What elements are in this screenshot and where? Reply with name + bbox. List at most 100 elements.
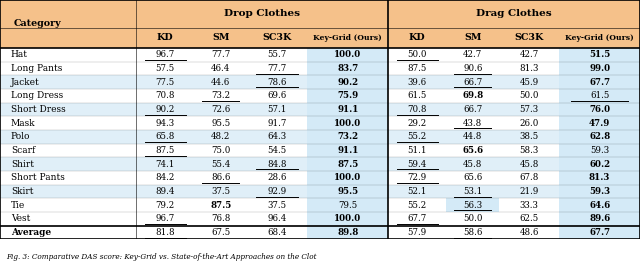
Text: 55.4: 55.4 <box>211 160 230 169</box>
Text: 57.9: 57.9 <box>408 228 427 237</box>
Text: 91.7: 91.7 <box>268 119 287 128</box>
Text: 91.1: 91.1 <box>337 105 358 114</box>
Text: 99.0: 99.0 <box>589 64 611 73</box>
Text: 50.0: 50.0 <box>463 214 483 223</box>
Text: 65.6: 65.6 <box>463 173 483 182</box>
Text: 100.0: 100.0 <box>334 214 362 223</box>
Text: 94.3: 94.3 <box>156 119 175 128</box>
Text: 77.5: 77.5 <box>156 78 175 86</box>
Text: Skirt: Skirt <box>11 187 33 196</box>
Text: 87.5: 87.5 <box>210 201 231 210</box>
Text: Vest: Vest <box>11 214 30 223</box>
Text: 74.1: 74.1 <box>156 160 175 169</box>
Text: 95.5: 95.5 <box>337 187 358 196</box>
Bar <box>559 116 640 130</box>
Bar <box>307 171 388 185</box>
Text: 60.2: 60.2 <box>589 160 611 169</box>
Text: 28.6: 28.6 <box>268 173 287 182</box>
Text: 57.5: 57.5 <box>156 64 175 73</box>
Text: 59.3: 59.3 <box>590 146 609 155</box>
Text: 42.7: 42.7 <box>520 50 539 59</box>
Text: 65.6: 65.6 <box>462 146 483 155</box>
Text: 81.3: 81.3 <box>589 173 611 182</box>
Bar <box>0 226 640 239</box>
Text: 59.4: 59.4 <box>408 160 427 169</box>
Text: Drop Clothes: Drop Clothes <box>224 9 300 18</box>
Text: 70.8: 70.8 <box>408 105 427 114</box>
Bar <box>307 185 388 198</box>
Text: 56.3: 56.3 <box>463 201 483 210</box>
Text: 84.8: 84.8 <box>268 160 287 169</box>
Bar <box>0 130 640 144</box>
Text: 100.0: 100.0 <box>334 50 362 59</box>
Text: 51.1: 51.1 <box>408 146 427 155</box>
Text: Key-Grid (Ours): Key-Grid (Ours) <box>565 34 634 42</box>
Text: 90.2: 90.2 <box>156 105 175 114</box>
Text: 83.7: 83.7 <box>337 64 358 73</box>
Text: 64.3: 64.3 <box>268 132 287 141</box>
Text: 46.4: 46.4 <box>211 64 230 73</box>
Text: 79.5: 79.5 <box>338 201 357 210</box>
Text: 58.3: 58.3 <box>520 146 539 155</box>
Text: Mask: Mask <box>11 119 35 128</box>
Text: 29.2: 29.2 <box>408 119 427 128</box>
Text: 78.6: 78.6 <box>268 78 287 86</box>
Text: 87.5: 87.5 <box>156 146 175 155</box>
Text: KD: KD <box>157 33 173 42</box>
Text: 69.6: 69.6 <box>268 91 287 100</box>
Bar <box>559 75 640 89</box>
Text: Long Pants: Long Pants <box>11 64 62 73</box>
Text: 51.5: 51.5 <box>589 50 611 59</box>
Text: 84.2: 84.2 <box>156 173 175 182</box>
Text: 61.5: 61.5 <box>590 91 609 100</box>
Bar <box>307 212 388 226</box>
Text: 100.0: 100.0 <box>334 173 362 182</box>
Bar <box>307 89 388 103</box>
Bar <box>307 75 388 89</box>
Text: 48.6: 48.6 <box>520 228 539 237</box>
Text: Jacket: Jacket <box>11 78 40 86</box>
Text: 37.5: 37.5 <box>211 187 230 196</box>
Text: 87.5: 87.5 <box>337 160 358 169</box>
Text: 89.8: 89.8 <box>337 228 358 237</box>
Text: 77.7: 77.7 <box>268 64 287 73</box>
Bar <box>0 89 640 103</box>
Text: SM: SM <box>464 33 481 42</box>
Text: 75.0: 75.0 <box>211 146 230 155</box>
Text: 89.6: 89.6 <box>589 214 611 223</box>
Text: 79.2: 79.2 <box>156 201 175 210</box>
Text: 86.6: 86.6 <box>211 173 230 182</box>
Text: 92.9: 92.9 <box>268 187 287 196</box>
Text: 55.7: 55.7 <box>268 50 287 59</box>
Text: 64.6: 64.6 <box>589 201 611 210</box>
Text: KD: KD <box>409 33 426 42</box>
Bar <box>307 157 388 171</box>
Text: 76.0: 76.0 <box>589 105 611 114</box>
Text: 67.7: 67.7 <box>408 214 427 223</box>
Bar <box>307 226 388 239</box>
Text: 57.1: 57.1 <box>268 105 287 114</box>
Bar <box>307 130 388 144</box>
Text: 72.6: 72.6 <box>211 105 230 114</box>
Bar <box>0 171 640 185</box>
Text: Scarf: Scarf <box>11 146 35 155</box>
Bar <box>559 212 640 226</box>
Text: 45.8: 45.8 <box>463 160 483 169</box>
Text: Short Pants: Short Pants <box>11 173 65 182</box>
Text: 48.2: 48.2 <box>211 132 230 141</box>
Bar <box>307 144 388 157</box>
Text: Drag Clothes: Drag Clothes <box>476 9 552 18</box>
Text: Tie: Tie <box>11 201 25 210</box>
Bar <box>307 48 388 61</box>
Bar <box>0 48 640 61</box>
Text: 68.4: 68.4 <box>268 228 287 237</box>
Text: 73.2: 73.2 <box>211 91 230 100</box>
Text: 96.7: 96.7 <box>156 214 175 223</box>
Text: 47.9: 47.9 <box>589 119 611 128</box>
Text: 81.3: 81.3 <box>520 64 539 73</box>
Text: 65.8: 65.8 <box>156 132 175 141</box>
Text: 96.7: 96.7 <box>156 50 175 59</box>
Text: 44.8: 44.8 <box>463 132 483 141</box>
Text: SM: SM <box>212 33 229 42</box>
Text: 90.2: 90.2 <box>337 78 358 86</box>
